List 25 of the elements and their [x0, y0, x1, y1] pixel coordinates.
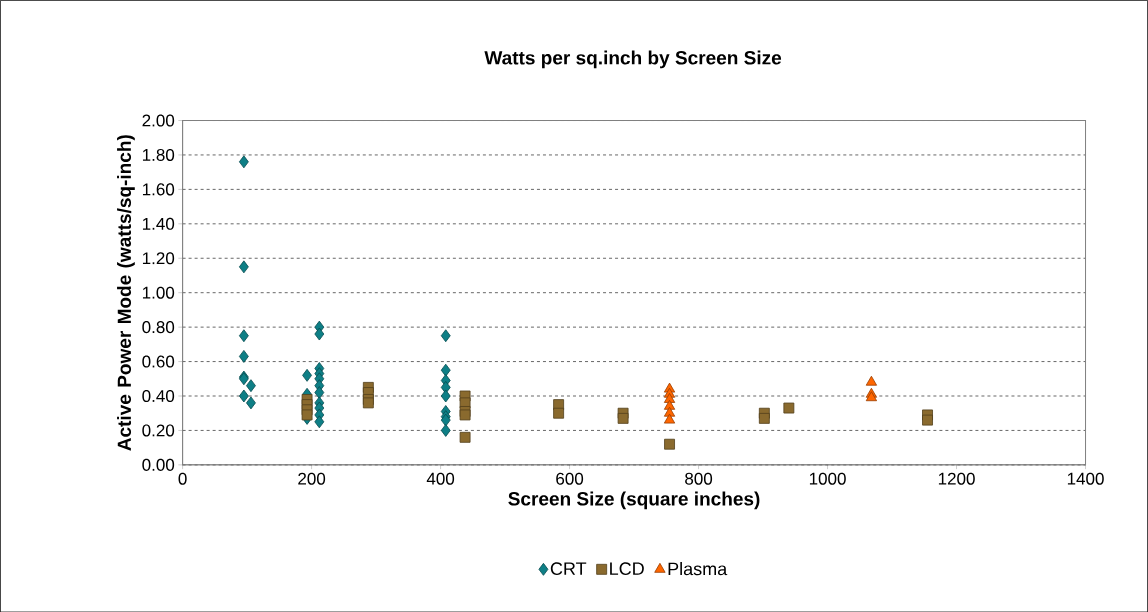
x-tick-label: 800 — [685, 472, 713, 485]
y-tick-label: 0.20 — [142, 424, 175, 437]
y-tick-label: 0.00 — [142, 458, 175, 471]
y-tick-label: 2.00 — [142, 114, 175, 127]
y-axis-title: Active Power Mode (watts/sq-inch) — [117, 134, 135, 451]
y-tick-label: 0.60 — [142, 355, 175, 368]
x-axis-title: Screen Size (square inches) — [508, 491, 760, 510]
x-tick-label: 1000 — [809, 472, 846, 485]
y-tick-label: 1.00 — [142, 286, 175, 299]
x-tick-label: 600 — [556, 472, 584, 485]
y-tick-label: 1.80 — [142, 148, 175, 161]
x-tick-label: 1400 — [1067, 472, 1104, 485]
x-tick-label: 200 — [298, 472, 326, 485]
x-tick-label: 400 — [426, 472, 455, 485]
y-tick-label: 1.40 — [142, 217, 175, 230]
x-tick-label: 1200 — [938, 472, 975, 485]
x-tick-label: 0 — [178, 472, 187, 485]
y-tick-label: 0.40 — [142, 389, 175, 402]
legend-label: Plasma — [668, 561, 728, 576]
chart-title: Watts per sq.inch by Screen Size — [484, 50, 782, 69]
legend-label: CRT — [550, 562, 587, 575]
y-tick-label: 0.80 — [142, 320, 175, 333]
y-tick-label: 1.20 — [142, 252, 175, 265]
legend-label: LCD — [610, 562, 644, 575]
y-tick-label: 1.60 — [142, 183, 175, 196]
